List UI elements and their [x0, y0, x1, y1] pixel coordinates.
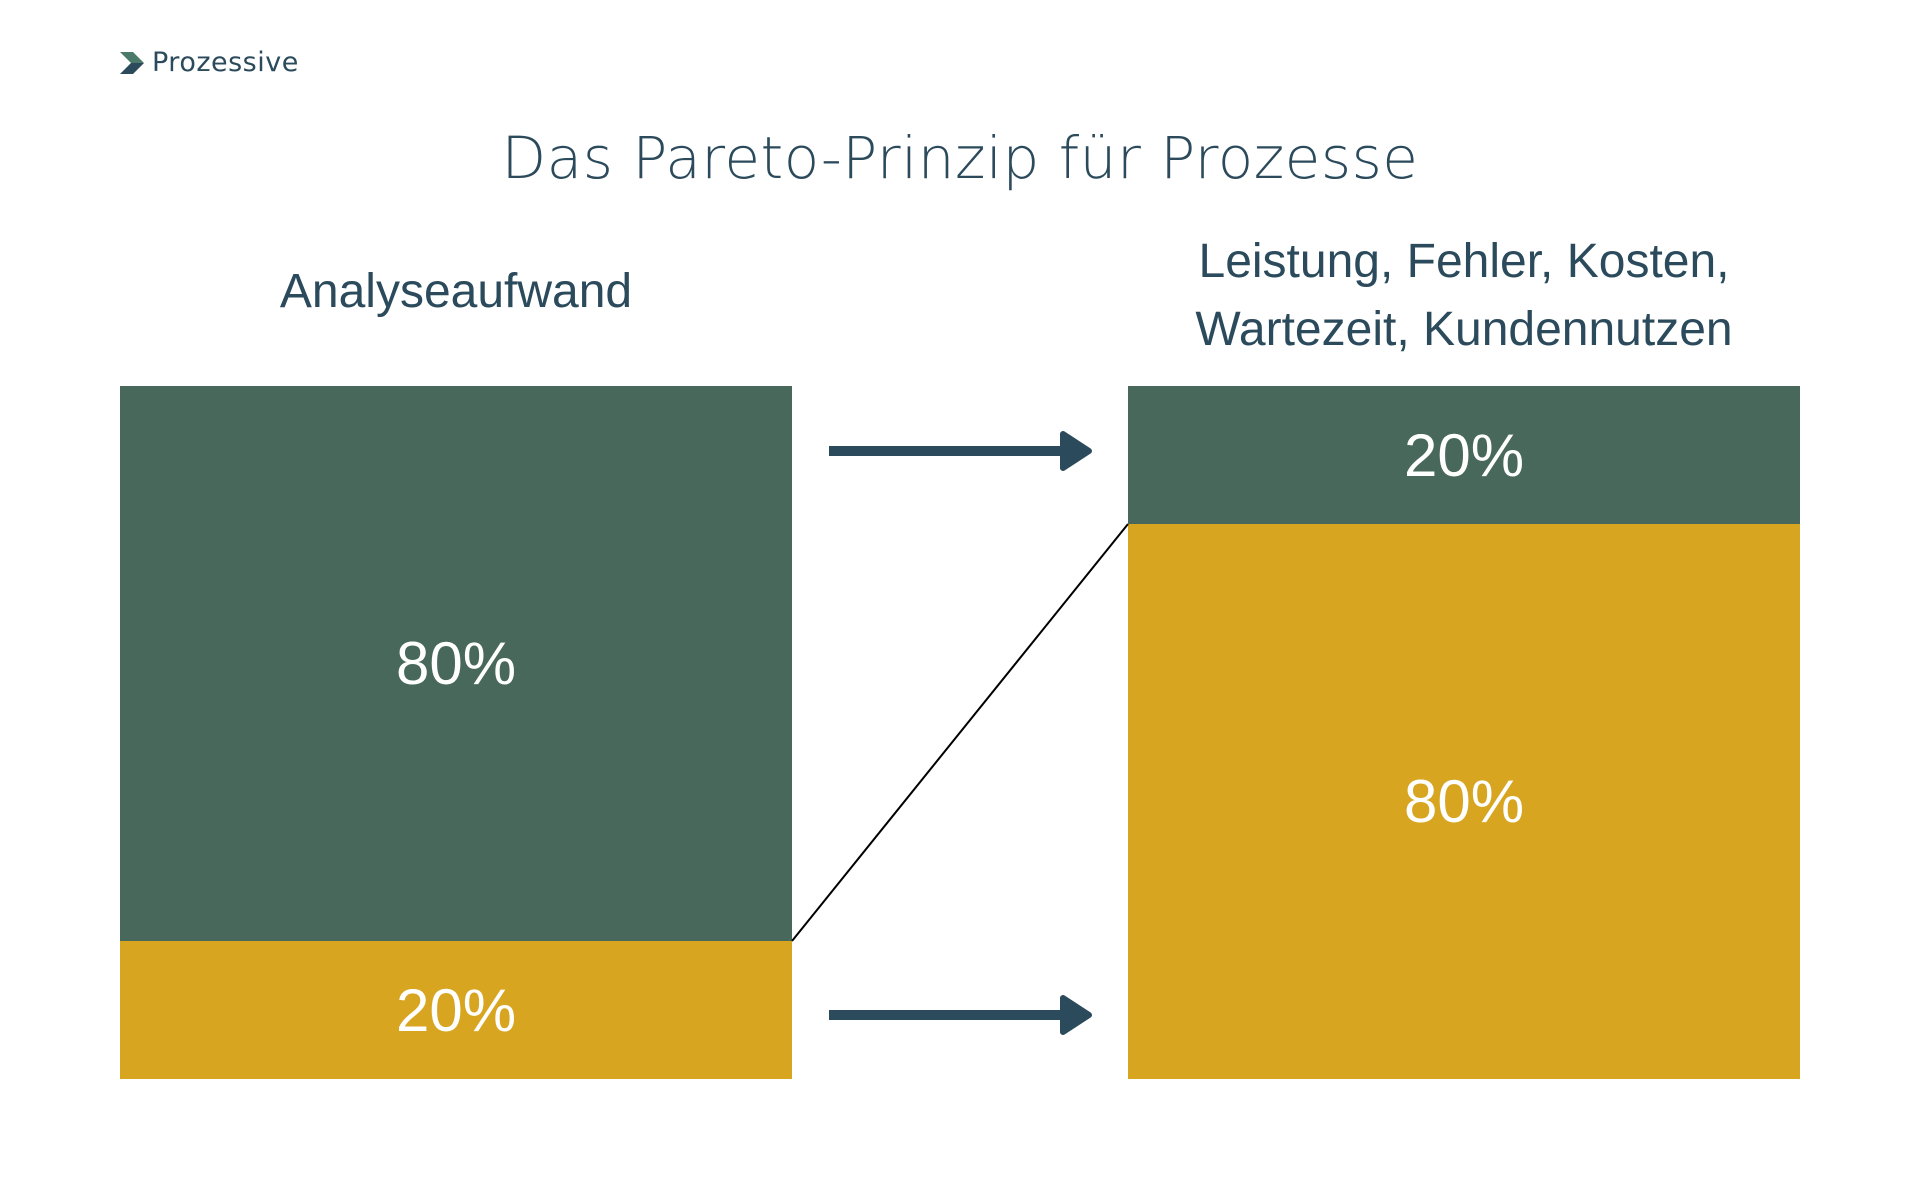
arrow-right-icon [829, 995, 1092, 1035]
chevron-right-icon [120, 52, 144, 74]
left-segment-20-label: 20% [395, 976, 517, 1044]
brand-logo: Prozessive [120, 46, 299, 80]
right-label-line-2: Wartezeit, Kundennutzen [1195, 303, 1733, 356]
right-segment-20: 20% [1128, 386, 1800, 524]
left-segment-80-label: 80% [395, 630, 517, 697]
right-segment-80: 80% [1128, 524, 1800, 1079]
right-label-line-1: Leistung, Fehler, Kosten, [1198, 235, 1730, 288]
connector-line [791, 523, 1129, 942]
right-segment-80-label: 80% [1403, 768, 1525, 835]
brand-name: Prozessive [152, 47, 299, 78]
left-segment-80: 80% [120, 386, 792, 941]
left-column-label: Analyseaufwand [279, 265, 633, 318]
right-segment-20-label: 20% [1403, 421, 1525, 489]
page-title: Das Pareto-Prinzip für Prozesse [501, 124, 1419, 192]
right-column-label: Leistung, Fehler, Kosten, Wartezeit, Kun… [1128, 228, 1800, 364]
arrow-right-icon [829, 431, 1092, 471]
left-segment-20: 20% [120, 941, 792, 1079]
